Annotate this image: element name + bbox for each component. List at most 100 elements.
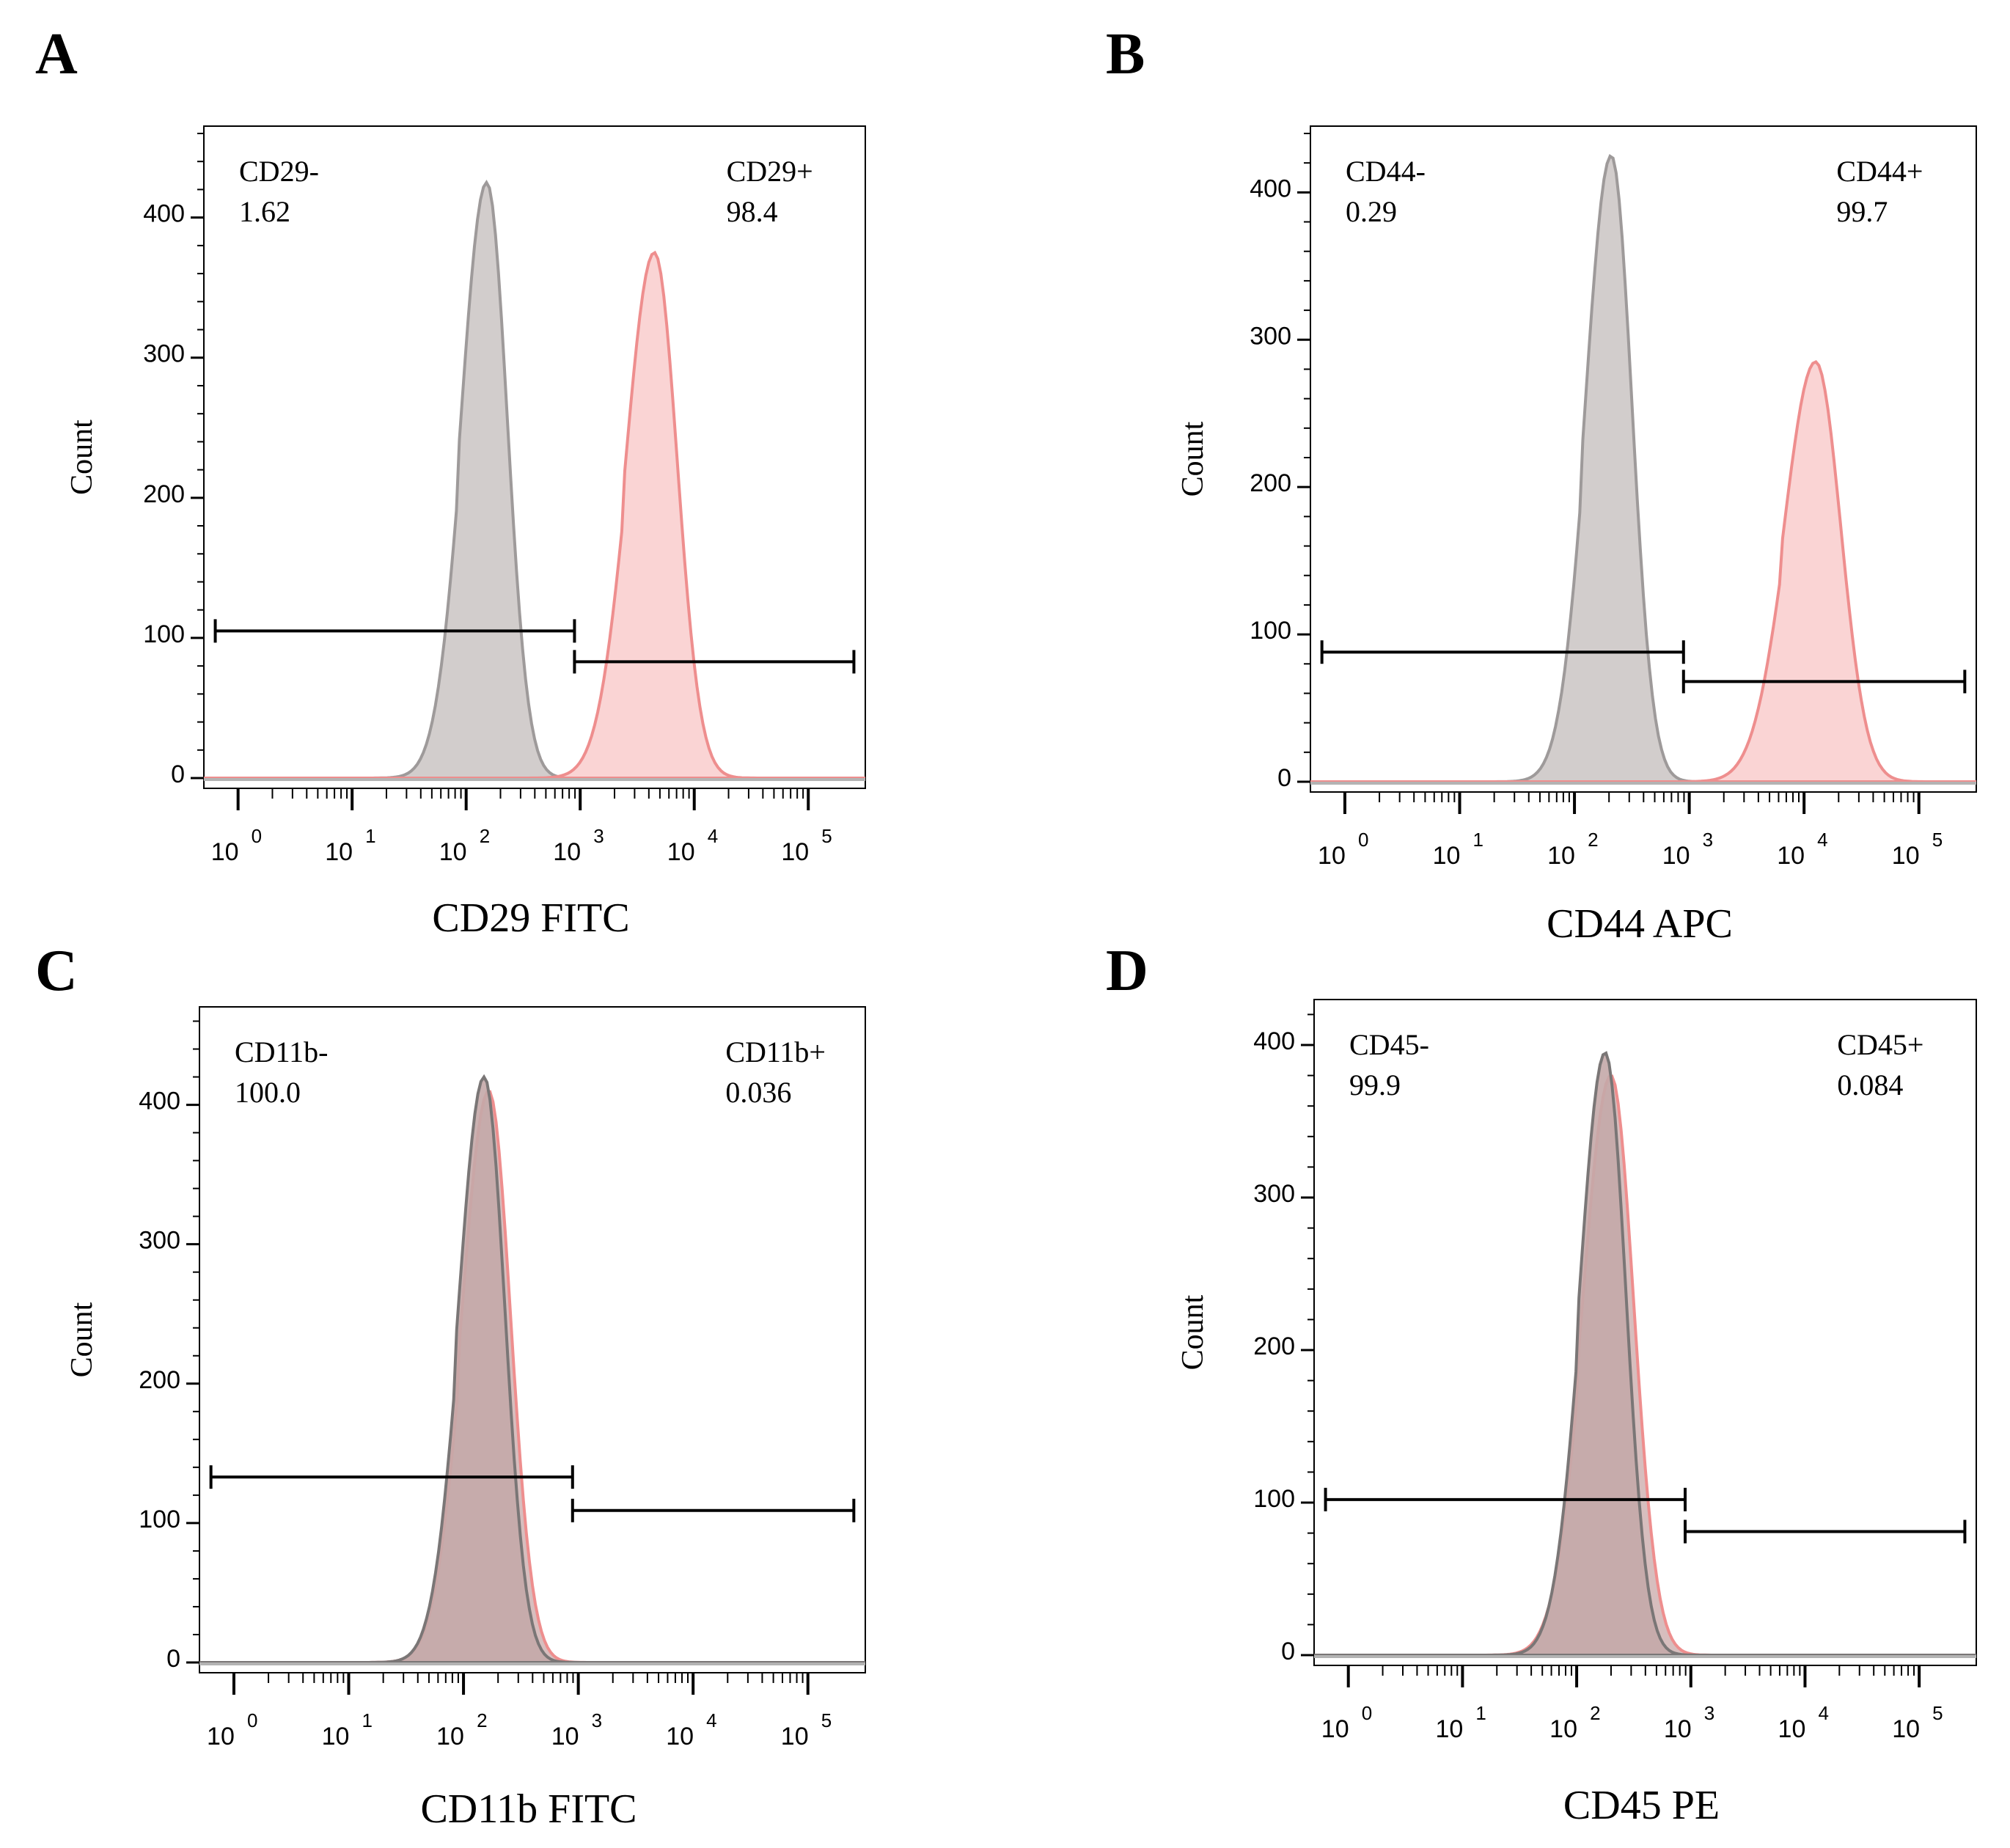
gate-label: CD11b+ [725, 1035, 826, 1068]
x-tick-label: 10 [551, 1723, 579, 1750]
y-tick-label: 0 [1281, 1638, 1295, 1665]
gate-negative [1324, 1487, 1687, 1511]
x-tick-label: 10 [211, 838, 239, 866]
gate-positive [1681, 670, 1967, 694]
x-tick-label: 10 [1892, 1715, 1920, 1743]
y-tick-label: 0 [171, 760, 185, 788]
x-tick-exponent: 0 [1362, 1702, 1372, 1724]
panel-letter-a: A [35, 22, 78, 87]
histogram-series-1 [204, 180, 865, 780]
panel-letter-c: C [35, 939, 78, 1003]
histogram-series-2 [204, 250, 865, 780]
y-tick-label: 300 [143, 340, 185, 368]
x-tick-label: 10 [1433, 842, 1461, 870]
x-tick-label: 10 [207, 1723, 235, 1750]
x-tick-exponent: 2 [477, 1709, 487, 1731]
x-tick-exponent: 0 [1358, 829, 1368, 851]
x-tick-exponent: 5 [1932, 829, 1943, 851]
x-tick-label: 10 [1777, 842, 1805, 870]
x-tick-label: 10 [666, 1723, 694, 1750]
x-tick-label: 10 [1435, 1715, 1463, 1743]
x-tick-exponent: 3 [593, 825, 604, 847]
y-axis-label: Count [65, 1302, 99, 1377]
y-tick-label: 300 [139, 1227, 180, 1255]
y-tick-label: 200 [1253, 1332, 1295, 1360]
gate-positive [573, 650, 856, 674]
x-tick-label: 10 [1892, 842, 1920, 870]
y-tick-label: 400 [1250, 175, 1291, 202]
x-tick-label: 10 [322, 1723, 350, 1750]
x-tick-exponent: 5 [821, 825, 832, 847]
gate-negative [209, 1465, 574, 1489]
x-tick-exponent: 4 [1817, 829, 1827, 851]
x-tick-exponent: 3 [1703, 829, 1713, 851]
x-tick-exponent: 4 [1818, 1702, 1828, 1724]
y-tick-label: 0 [166, 1645, 180, 1673]
gate-value: 1.62 [239, 195, 290, 228]
x-axis-label: CD44 APC [1547, 901, 1733, 947]
gate-positive [571, 1498, 856, 1522]
y-tick-label: 200 [139, 1366, 180, 1394]
gate-value: 100.0 [235, 1076, 301, 1109]
x-tick-exponent: 0 [252, 825, 262, 847]
panel-letter-d: D [1106, 939, 1148, 1003]
y-tick-label: 0 [1277, 764, 1291, 792]
gate-value: 99.9 [1349, 1068, 1401, 1101]
x-tick-exponent: 4 [706, 1709, 716, 1731]
histogram-series-1 [1310, 153, 1976, 783]
y-tick-label: 100 [139, 1506, 180, 1533]
gate-value: 0.29 [1346, 195, 1397, 228]
y-tick-label: 400 [1253, 1027, 1295, 1055]
x-tick-exponent: 2 [480, 825, 490, 847]
y-tick-label: 100 [1250, 617, 1291, 645]
x-tick-label: 10 [436, 1723, 464, 1750]
histogram-series-1 [199, 1090, 865, 1664]
x-tick-exponent: 1 [362, 1709, 373, 1731]
x-tick-label: 10 [781, 1723, 809, 1750]
x-tick-label: 10 [781, 838, 809, 866]
gate-label: CD29- [239, 155, 319, 188]
y-tick-label: 300 [1250, 322, 1291, 350]
x-axis-label: CD11b FITC [420, 1786, 637, 1832]
x-tick-exponent: 1 [365, 825, 375, 847]
gate-label: CD11b- [235, 1035, 328, 1068]
x-tick-exponent: 1 [1475, 1702, 1486, 1724]
x-tick-exponent: 1 [1473, 829, 1483, 851]
x-tick-label: 10 [1547, 842, 1575, 870]
gate-negative [1320, 640, 1685, 664]
x-tick-label: 10 [553, 838, 581, 866]
x-tick-label: 10 [439, 838, 467, 866]
x-axis-label: CD45 PE [1563, 1783, 1720, 1828]
x-tick-exponent: 5 [821, 1709, 832, 1731]
gate-negative [213, 619, 576, 643]
y-axis-label: Count [1176, 1294, 1210, 1370]
x-tick-exponent: 3 [1704, 1702, 1714, 1724]
x-tick-label: 10 [1318, 842, 1346, 870]
gate-value: 99.7 [1836, 195, 1888, 228]
x-tick-exponent: 3 [592, 1709, 602, 1731]
panel-b: BCD44-0.29CD44+99.7010020030040010010110… [1106, 22, 1977, 947]
panel-c: CCD11b-100.0CD11b+0.03601002003004001001… [35, 939, 866, 1832]
y-tick-label: 200 [143, 480, 185, 508]
y-tick-label: 300 [1253, 1180, 1295, 1208]
x-tick-exponent: 2 [1588, 829, 1598, 851]
gate-label: CD44+ [1836, 155, 1923, 188]
y-tick-label: 100 [1253, 1485, 1295, 1513]
panel-d: DCD45-99.9CD45+0.08401002003004001001011… [1106, 939, 1977, 1828]
y-tick-label: 200 [1250, 469, 1291, 497]
y-axis-label: Count [65, 419, 99, 495]
gate-label: CD45+ [1837, 1028, 1923, 1061]
gate-label: CD29+ [727, 155, 813, 188]
x-tick-exponent: 4 [708, 825, 718, 847]
gate-label: CD45- [1349, 1028, 1429, 1061]
x-tick-label: 10 [1664, 1715, 1692, 1743]
x-tick-label: 10 [1549, 1715, 1577, 1743]
gate-value: 98.4 [727, 195, 778, 228]
x-tick-label: 10 [667, 838, 695, 866]
x-tick-label: 10 [1321, 1715, 1349, 1743]
x-tick-label: 10 [1662, 842, 1690, 870]
gate-label: CD44- [1346, 155, 1426, 188]
y-tick-label: 400 [143, 200, 185, 228]
x-axis-label: CD29 FITC [432, 895, 629, 941]
